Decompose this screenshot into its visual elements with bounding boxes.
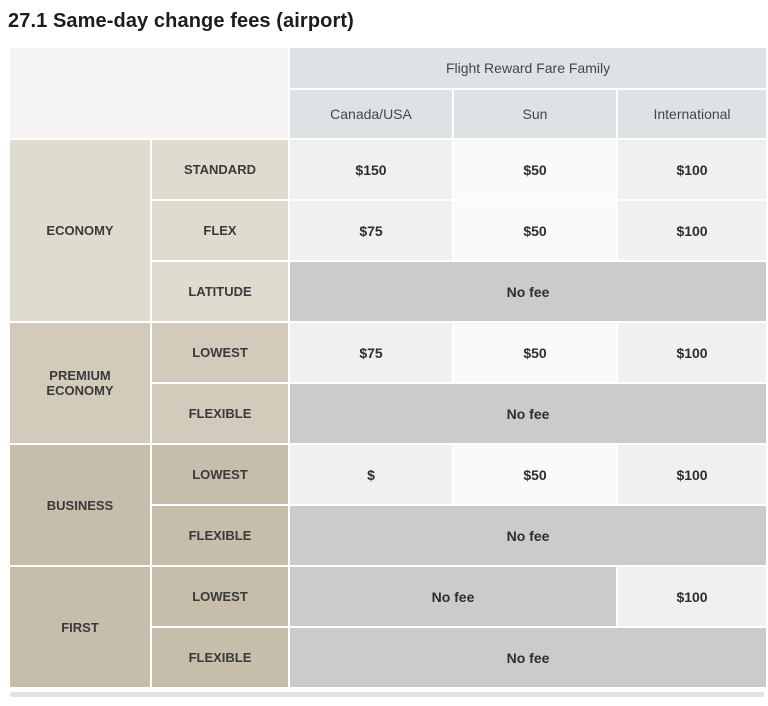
horizontal-scrollbar-track[interactable] (10, 692, 764, 697)
fee-economy-standard-sun: $50 (454, 140, 616, 199)
fare-economy-latitude: LATITUDE (152, 262, 288, 321)
fee-business-lowest-international: $100 (618, 445, 767, 504)
fee-business-flexible-all: No fee (290, 506, 767, 565)
fare-first-flexible: FLEXIBLE (152, 628, 288, 687)
fee-economy-flex-canada-usa: $75 (290, 201, 452, 260)
cabin-economy: ECONOMY (10, 140, 150, 321)
fee-economy-standard-international: $100 (618, 140, 767, 199)
fee-economy-standard-canada-usa: $150 (290, 140, 452, 199)
column-header-international: International (618, 90, 767, 138)
fee-economy-flex-sun: $50 (454, 201, 616, 260)
fee-economy-latitude-all: No fee (290, 262, 767, 321)
fare-premium-lowest: LOWEST (152, 323, 288, 382)
fare-first-lowest: LOWEST (152, 567, 288, 626)
fee-first-lowest-canada-usa-sun: No fee (290, 567, 616, 626)
fee-first-flexible-all: No fee (290, 628, 767, 687)
header-fare-family: Flight Reward Fare Family (290, 48, 767, 88)
fee-business-lowest-canada-usa: $ (290, 445, 452, 504)
table-corner-cell (10, 48, 288, 138)
fee-premium-lowest-international: $100 (618, 323, 767, 382)
column-header-canada-usa: Canada/USA (290, 90, 452, 138)
cabin-premium-economy: PREMIUM ECONOMY (10, 323, 150, 443)
fare-business-flexible: FLEXIBLE (152, 506, 288, 565)
fee-premium-lowest-canada-usa: $75 (290, 323, 452, 382)
same-day-change-fees-table: Flight Reward Fare Family Canada/USA Sun… (8, 46, 768, 689)
fee-premium-flexible-all: No fee (290, 384, 767, 443)
cabin-first: FIRST (10, 567, 150, 687)
fee-economy-flex-international: $100 (618, 201, 767, 260)
fee-premium-lowest-sun: $50 (454, 323, 616, 382)
fee-business-lowest-sun: $50 (454, 445, 616, 504)
fee-first-lowest-international: $100 (618, 567, 767, 626)
fare-premium-flexible: FLEXIBLE (152, 384, 288, 443)
fare-economy-standard: STANDARD (152, 140, 288, 199)
column-header-sun: Sun (454, 90, 616, 138)
section-title: 27.1 Same-day change fees (airport) (8, 10, 354, 32)
fare-economy-flex: FLEX (152, 201, 288, 260)
cabin-business: BUSINESS (10, 445, 150, 565)
fare-business-lowest: LOWEST (152, 445, 288, 504)
